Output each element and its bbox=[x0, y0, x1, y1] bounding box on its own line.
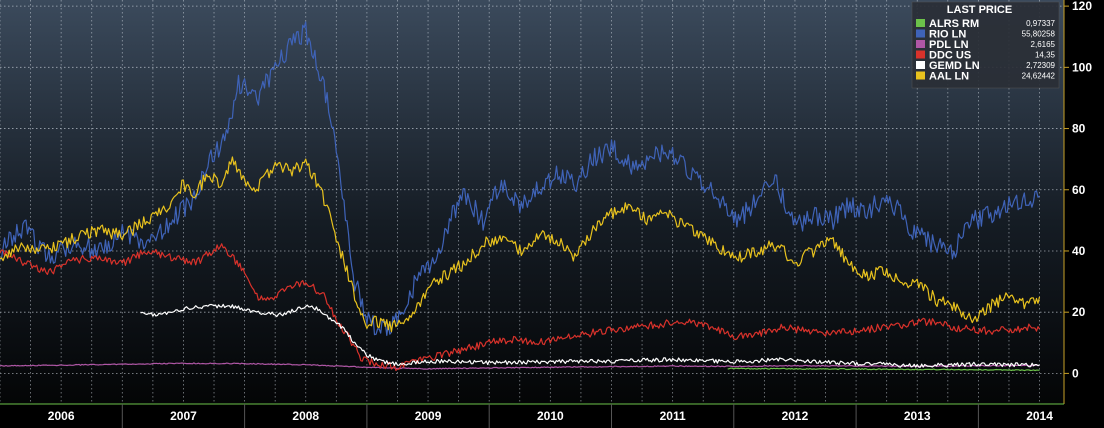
y-tick-label: 100 bbox=[1072, 60, 1092, 74]
right-axis-panel bbox=[1064, 0, 1104, 404]
x-tick-label: 2007 bbox=[170, 409, 197, 423]
legend-swatch bbox=[916, 19, 925, 27]
y-tick-label: 20 bbox=[1072, 305, 1086, 319]
x-tick-label: 2014 bbox=[1026, 409, 1053, 423]
legend-swatch bbox=[916, 50, 925, 59]
legend-series-value: 24,62442 bbox=[1022, 72, 1056, 81]
y-tick-label: 60 bbox=[1072, 183, 1086, 197]
legend-series-value: 0,97337 bbox=[1026, 19, 1055, 28]
series-line-ddc-us bbox=[0, 243, 1041, 371]
legend-box bbox=[911, 1, 1060, 89]
x-tick-label: 2009 bbox=[415, 409, 442, 423]
legend-series-value: 55,80258 bbox=[1022, 30, 1056, 39]
legend-series-name: PDL LN bbox=[929, 39, 969, 51]
legend-series-value: 2,72309 bbox=[1026, 61, 1055, 70]
x-axis-ticks: 2006 2007 2008 2009 2010 2011 2012 2013 2014 bbox=[0, 403, 1064, 428]
x-tick-label: 2008 bbox=[292, 409, 319, 423]
legend-series-name: ALRS RM bbox=[929, 18, 979, 30]
grid bbox=[0, 0, 1064, 404]
legend-swatch bbox=[916, 40, 925, 48]
series-line-pdl-ln bbox=[0, 362, 1040, 370]
y-tick-label: 80 bbox=[1072, 122, 1086, 136]
legend-series-value: 14,35 bbox=[1035, 51, 1056, 60]
y-tick-label: 0 bbox=[1072, 366, 1079, 380]
legend: LAST PRICE ALRS RM 0,97337 RIO LN 55,80258 PD… bbox=[911, 1, 1060, 89]
legend-series-name: RIO LN bbox=[929, 29, 966, 41]
series-line-aal-ln bbox=[0, 156, 1041, 333]
legend-swatch bbox=[916, 29, 925, 38]
legend-series-name: DDC US bbox=[929, 50, 971, 62]
series-lines bbox=[0, 21, 1041, 372]
bottom-axis-panel bbox=[0, 404, 1104, 428]
series-line-gemd-ln bbox=[140, 303, 1040, 368]
legend-series-value: 2,6165 bbox=[1031, 40, 1056, 49]
x-tick-label: 2010 bbox=[537, 409, 564, 423]
legend-title: LAST PRICE bbox=[947, 4, 1012, 16]
x-tick-label: 2011 bbox=[660, 409, 686, 423]
legend-series-name: AAL LN bbox=[929, 71, 969, 83]
y-tick-label: 120 bbox=[1072, 0, 1092, 13]
y-tick-label: 40 bbox=[1072, 244, 1086, 258]
legend-series-name: GEMD LN bbox=[929, 60, 980, 72]
legend-swatch bbox=[916, 61, 925, 69]
x-tick-label: 2006 bbox=[48, 409, 75, 423]
x-tick-label: 2013 bbox=[904, 409, 931, 423]
x-tick-label: 2012 bbox=[782, 409, 809, 423]
series-line-alrs-rm bbox=[727, 367, 1040, 372]
y-axis-ticks: 0 20 40 60 80 100 120 bbox=[1063, 0, 1092, 404]
series-line-rio-ln bbox=[0, 21, 1040, 336]
legend-swatch bbox=[916, 71, 925, 80]
